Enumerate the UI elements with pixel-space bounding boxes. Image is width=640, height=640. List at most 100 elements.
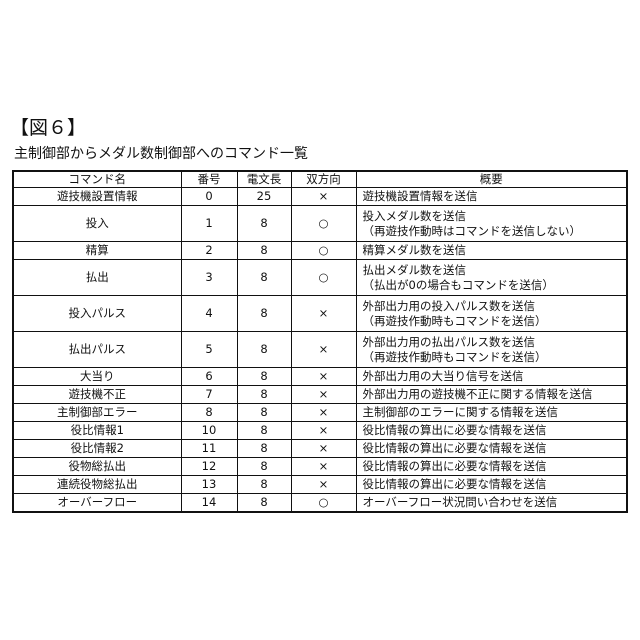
summary-line: 役比情報の算出に必要な情報を送信 (363, 477, 623, 492)
command-name: 役比情報2 (13, 440, 181, 458)
table-row: 大当り68× 外部出力用の大当り信号を送信 (13, 368, 627, 386)
command-summary: 遊技機設置情報を送信 (356, 188, 627, 206)
command-name: 投入 (13, 206, 181, 242)
message-length: 8 (237, 458, 291, 476)
message-length: 8 (237, 386, 291, 404)
table-header-row: コマンド名 番号 電文長 双方向 概要 (13, 171, 627, 188)
summary-line: （払出が0の場合もコマンドを送信） (363, 278, 623, 293)
message-length: 8 (237, 422, 291, 440)
bidirectional-mark: ○ (291, 260, 356, 296)
summary-line: （再遊技作動時はコマンドを送信しない） (363, 224, 623, 239)
command-number: 1 (181, 206, 237, 242)
bidirectional-mark: ○ (291, 494, 356, 512)
command-number: 3 (181, 260, 237, 296)
summary-line: 役比情報の算出に必要な情報を送信 (363, 459, 623, 474)
summary-line: 投入メダル数を送信 (363, 209, 623, 224)
command-summary: 投入メダル数を送信（再遊技作動時はコマンドを送信しない） (356, 206, 627, 242)
table-row: 精算28○ 精算メダル数を送信 (13, 242, 627, 260)
table-row: 投入パルス48×外部出力用の投入パルス数を送信（再遊技作動時もコマンドを送信） (13, 296, 627, 332)
bidirectional-mark: × (291, 458, 356, 476)
summary-line: 外部出力用の投入パルス数を送信 (363, 299, 623, 314)
command-number: 6 (181, 368, 237, 386)
command-name: 連続役物総払出 (13, 476, 181, 494)
command-summary: 外部出力用の大当り信号を送信 (356, 368, 627, 386)
command-name: 投入パルス (13, 296, 181, 332)
command-summary: 役比情報の算出に必要な情報を送信 (356, 440, 627, 458)
figure-label: 【図６】 (10, 113, 86, 140)
summary-line: 役比情報の算出に必要な情報を送信 (363, 423, 623, 438)
command-summary: 外部出力用の払出パルス数を送信（再遊技作動時もコマンドを送信） (356, 332, 627, 368)
command-name: 払出パルス (13, 332, 181, 368)
command-number: 8 (181, 404, 237, 422)
summary-line: 遊技機設置情報を送信 (363, 189, 623, 204)
summary-line: 払出メダル数を送信 (363, 263, 623, 278)
bidirectional-mark: × (291, 188, 356, 206)
command-name: 遊技機不正 (13, 386, 181, 404)
summary-line: （再遊技作動時もコマンドを送信） (363, 350, 623, 365)
command-name: 役物総払出 (13, 458, 181, 476)
command-name: 大当り (13, 368, 181, 386)
summary-line: 主制御部のエラーに関する情報を送信 (363, 405, 623, 420)
summary-line: 役比情報の算出に必要な情報を送信 (363, 441, 623, 456)
command-number: 5 (181, 332, 237, 368)
command-name: 精算 (13, 242, 181, 260)
message-length: 8 (237, 440, 291, 458)
command-table: コマンド名 番号 電文長 双方向 概要 遊技機設置情報0 2 5 × 遊技機設置情報を送… (12, 170, 628, 513)
table-caption: 主制御部からメダル数制御部へのコマンド一覧 (14, 143, 308, 163)
table-row: 役物総払出128× 役比情報の算出に必要な情報を送信 (13, 458, 627, 476)
message-length: 8 (237, 404, 291, 422)
message-length: 8 (237, 368, 291, 386)
header-number: 番号 (181, 171, 237, 188)
table-row: オーバーフロー148○ オーバーフロー状況問い合わせを送信 (13, 494, 627, 512)
command-name: 遊技機設置情報 (13, 188, 181, 206)
summary-line: 外部出力用の大当り信号を送信 (363, 369, 623, 384)
command-number: 7 (181, 386, 237, 404)
bidirectional-mark: ○ (291, 242, 356, 260)
table-row: 遊技機設置情報025×遊技機設置情報を送信 (13, 188, 627, 206)
command-summary: 役比情報の算出に必要な情報を送信 (356, 476, 627, 494)
summary-line: 外部出力用の払出パルス数を送信 (363, 335, 623, 350)
command-summary: 外部出力用の投入パルス数を送信（再遊技作動時もコマンドを送信） (356, 296, 627, 332)
message-length: 8 (237, 332, 291, 368)
message-length: 8 (237, 260, 291, 296)
command-number: 4 (181, 296, 237, 332)
header-length: 電文長 (237, 171, 291, 188)
table-row: 投入18○投入メダル数を送信（再遊技作動時はコマンドを送信しない） (13, 206, 627, 242)
command-number: 11 (181, 440, 237, 458)
command-summary: 役比情報の算出に必要な情報を送信 (356, 422, 627, 440)
message-length: 8 (237, 206, 291, 242)
summary-line: 精算メダル数を送信 (363, 243, 623, 258)
table-row: 役比情報2118× 役比情報の算出に必要な情報を送信 (13, 440, 627, 458)
command-name: 主制御部エラー (13, 404, 181, 422)
command-number: 10 (181, 422, 237, 440)
bidirectional-mark: × (291, 332, 356, 368)
header-command-name: コマンド名 (13, 171, 181, 188)
command-summary: 払出メダル数を送信（払出が0の場合もコマンドを送信） (356, 260, 627, 296)
command-name: 役比情報1 (13, 422, 181, 440)
command-summary: 外部出力用の遊技機不正に関する情報を送信 (356, 386, 627, 404)
bidirectional-mark: × (291, 476, 356, 494)
message-length: 8 (237, 296, 291, 332)
summary-line: オーバーフロー状況問い合わせを送信 (363, 495, 623, 510)
table-row: 連続役物総払出138×役比情報の算出に必要な情報を送信 (13, 476, 627, 494)
command-number: 2 (181, 242, 237, 260)
bidirectional-mark: × (291, 368, 356, 386)
command-summary: 主制御部のエラーに関する情報を送信 (356, 404, 627, 422)
table-row: 払出パルス58×外部出力用の払出パルス数を送信（再遊技作動時もコマンドを送信） (13, 332, 627, 368)
command-number: 12 (181, 458, 237, 476)
bidirectional-mark: × (291, 296, 356, 332)
header-summary: 概要 (356, 171, 627, 188)
header-bidirectional: 双方向 (291, 171, 356, 188)
summary-line: 外部出力用の遊技機不正に関する情報を送信 (363, 387, 623, 402)
bidirectional-mark: × (291, 422, 356, 440)
message-length: 8 (237, 242, 291, 260)
message-length: 8 (237, 494, 291, 512)
table-row: 主制御部エラー88×主制御部のエラーに関する情報を送信 (13, 404, 627, 422)
command-name: オーバーフロー (13, 494, 181, 512)
bidirectional-mark: × (291, 440, 356, 458)
command-number: 0 (181, 188, 237, 206)
table-row: 役比情報1108× 役比情報の算出に必要な情報を送信 (13, 422, 627, 440)
command-number: 13 (181, 476, 237, 494)
bidirectional-mark: × (291, 386, 356, 404)
command-number: 14 (181, 494, 237, 512)
